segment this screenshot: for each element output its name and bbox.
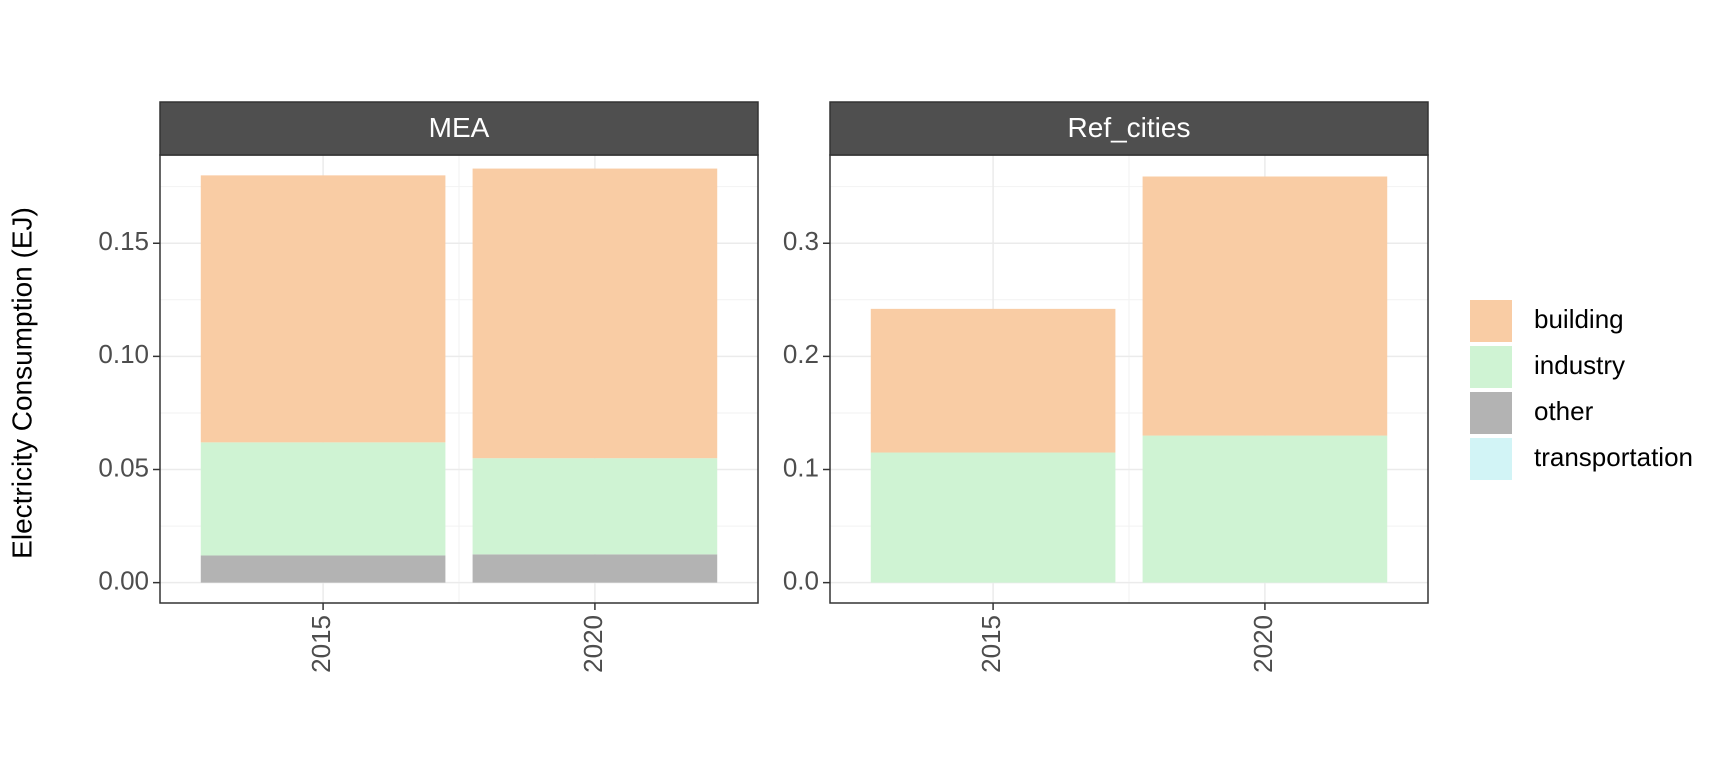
y-tick-label: 0.0 — [783, 566, 819, 596]
facet-strip — [829, 101, 1429, 156]
bar-building-2015 — [200, 175, 446, 443]
bar-building-2020 — [472, 168, 718, 459]
x-tick-label: 2015 — [976, 615, 1006, 673]
facet-strip-label: Ref_cities — [1068, 112, 1191, 143]
legend-key-transportation — [1470, 438, 1512, 480]
y-tick-label: 0.15 — [98, 226, 149, 256]
legend-label-other: other — [1534, 396, 1594, 426]
legend-key-other — [1470, 392, 1512, 434]
y-axis-title: Electricity Consumption (EJ) — [6, 207, 37, 559]
y-tick-label: 0.2 — [783, 339, 819, 369]
bar-industry-2015 — [200, 442, 446, 556]
x-tick-label: 2020 — [578, 615, 608, 673]
bar-other-2020 — [472, 554, 718, 583]
panels: MEA 0.00 0.05 0.10 0.15 2015 2020 Ref_cities 0.0… — [98, 101, 1429, 673]
legend-key-building — [1470, 300, 1512, 342]
bar-building-2020 — [1142, 176, 1388, 436]
y-tick-label: 0.10 — [98, 339, 149, 369]
legend-label-building: building — [1534, 304, 1624, 334]
y-tick-label: 0.3 — [783, 226, 819, 256]
y-tick-label: 0.00 — [98, 566, 149, 596]
bar-industry-2020 — [1142, 435, 1388, 583]
bar-building-2015 — [870, 308, 1116, 453]
bar-industry-2020 — [472, 458, 718, 555]
legend-label-transportation: transportation — [1534, 442, 1693, 472]
y-tick-label: 0.1 — [783, 452, 819, 482]
legend-label-industry: industry — [1534, 350, 1625, 380]
legend-key-industry — [1470, 346, 1512, 388]
facet-strip — [159, 101, 759, 156]
facet-strip-label: MEA — [429, 112, 490, 143]
panel-1: Ref_cities 0.0 0.1 0.2 0.3 2015 2020 — [783, 101, 1429, 673]
panel-0: MEA 0.00 0.05 0.10 0.15 2015 2020 — [98, 101, 759, 673]
bar-industry-2015 — [870, 452, 1116, 583]
x-tick-label: 2020 — [1248, 615, 1278, 673]
x-tick-label: 2015 — [306, 615, 336, 673]
y-tick-label: 0.05 — [98, 452, 149, 482]
legend: building industry other transportation — [1470, 300, 1693, 480]
bar-other-2015 — [200, 555, 446, 583]
